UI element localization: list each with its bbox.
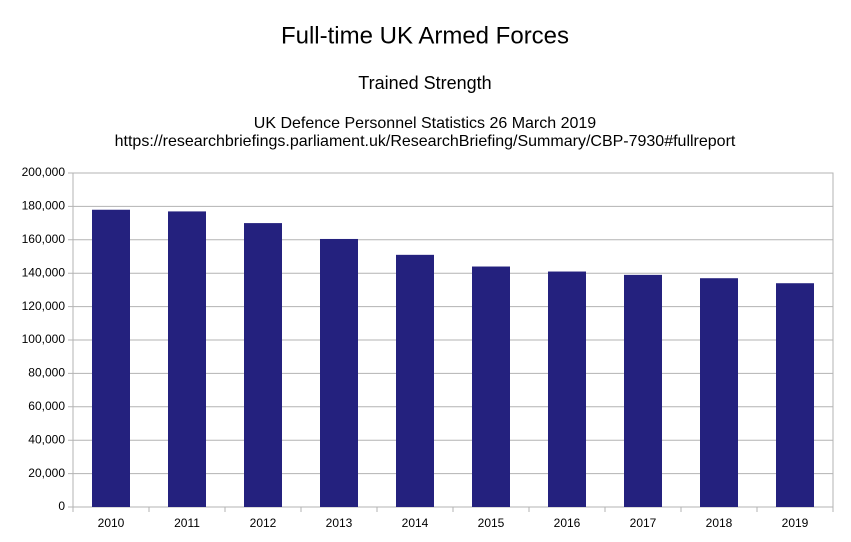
chart-subtitle: Trained Strength [358, 73, 491, 93]
y-tick-label: 40,000 [28, 432, 65, 446]
x-tick-label: 2019 [782, 516, 809, 530]
x-tick-label: 2018 [706, 516, 733, 530]
x-tick-label: 2014 [402, 516, 429, 530]
bar [548, 271, 586, 507]
y-tick-label: 120,000 [22, 299, 66, 313]
bar [624, 274, 662, 507]
y-tick-label: 160,000 [22, 232, 66, 246]
y-tick-label: 180,000 [22, 199, 66, 213]
bar [168, 211, 206, 507]
bar [320, 238, 358, 507]
y-tick-label: 100,000 [22, 332, 66, 346]
x-tick-label: 2011 [174, 516, 200, 530]
y-tick-label: 200,000 [22, 165, 66, 179]
y-tick-label: 80,000 [28, 366, 65, 380]
y-tick-label: 60,000 [28, 399, 65, 413]
x-tick-label: 2012 [250, 516, 277, 530]
source-line: UK Defence Personnel Statistics 26 March… [254, 115, 597, 132]
bar [396, 254, 434, 507]
bar [700, 278, 738, 507]
x-tick-label: 2010 [98, 516, 125, 530]
x-tick-label: 2017 [630, 516, 657, 530]
bar [244, 223, 282, 507]
bar [92, 209, 130, 508]
x-tick-label: 2015 [478, 516, 505, 530]
bar [776, 283, 814, 507]
y-tick-label: 140,000 [22, 265, 66, 279]
y-tick-label: 20,000 [28, 466, 65, 480]
bar [472, 266, 510, 507]
y-tick-label: 0 [58, 499, 65, 513]
x-tick-label: 2016 [554, 516, 581, 530]
source-line: https://researchbriefings.parliament.uk/… [115, 133, 736, 150]
x-tick-label: 2013 [326, 516, 353, 530]
chart-title: Full-time UK Armed Forces [281, 22, 569, 49]
